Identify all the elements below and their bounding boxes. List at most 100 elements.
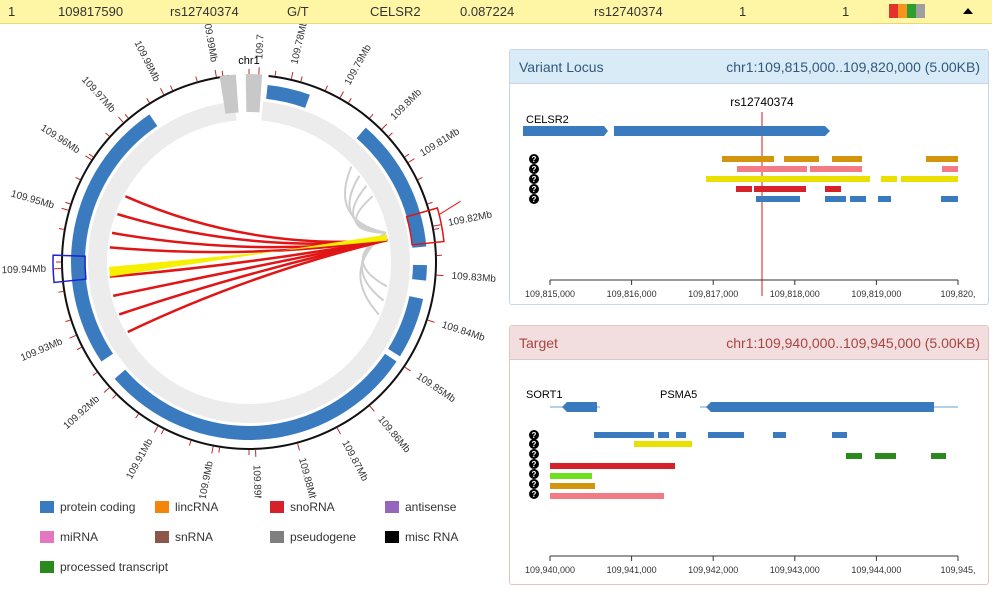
help-icon[interactable] xyxy=(529,489,539,499)
legend-swatch xyxy=(385,531,399,543)
target-selection-box[interactable] xyxy=(52,254,87,284)
variant-score: 0.087224 xyxy=(460,4,515,19)
help-icon[interactable] xyxy=(529,154,539,164)
help-icon[interactable] xyxy=(529,469,539,479)
help-icon[interactable] xyxy=(529,174,539,184)
help-icon[interactable] xyxy=(529,479,539,489)
variant-rsid: rs12740374 xyxy=(170,4,239,19)
gene-model-psma5[interactable] xyxy=(706,402,934,412)
gene-label-celsr2: CELSR2 xyxy=(526,114,569,126)
variant-summary-row[interactable]: 1 109817590 rs12740374 G/T CELSR2 0.0872… xyxy=(0,0,992,24)
linked-rsid: rs12740374 xyxy=(594,4,663,19)
interaction-arc-red[interactable] xyxy=(109,238,388,254)
track-feature[interactable] xyxy=(825,196,846,202)
legend-swatch xyxy=(40,561,54,573)
track-feature[interactable] xyxy=(901,176,958,182)
interaction-arc-red[interactable] xyxy=(127,238,388,334)
interaction-highlight[interactable] xyxy=(109,234,387,277)
track-feature[interactable] xyxy=(881,176,897,182)
tick-mark xyxy=(92,372,98,376)
track-feature[interactable] xyxy=(737,166,807,172)
track-feature[interactable] xyxy=(634,441,692,447)
caret-up-icon[interactable] xyxy=(962,4,974,18)
help-icon[interactable] xyxy=(529,449,539,459)
gene-model-sort1[interactable] xyxy=(562,402,597,412)
legend-swatch xyxy=(270,501,284,513)
track-feature[interactable] xyxy=(850,196,866,202)
gene-model-celsr2-exon1[interactable] xyxy=(523,126,608,136)
tick-label: 109.99Mb xyxy=(200,24,219,63)
gene-arc[interactable] xyxy=(266,84,310,108)
variant-alleles: G/T xyxy=(287,4,309,19)
tick-mark xyxy=(154,426,159,433)
axis-tick-label: 109,943,000 xyxy=(770,565,820,575)
track-feature[interactable] xyxy=(676,432,686,438)
gene-model-celsr2-exon2[interactable] xyxy=(614,126,830,136)
track-feature[interactable] xyxy=(550,473,592,479)
track-feature[interactable] xyxy=(942,166,958,172)
help-icon[interactable] xyxy=(529,194,539,204)
gene-arc[interactable] xyxy=(114,353,397,440)
interaction-arc-red[interactable] xyxy=(124,195,388,244)
tick-mark xyxy=(417,176,423,181)
tick-label: 109.93Mb xyxy=(19,336,65,364)
track-feature[interactable] xyxy=(846,453,862,459)
help-icon[interactable] xyxy=(529,164,539,174)
help-icon[interactable] xyxy=(529,439,539,449)
track-feature[interactable] xyxy=(658,432,669,438)
track-feature[interactable] xyxy=(875,453,896,459)
tick-mark xyxy=(69,334,77,339)
track-feature[interactable] xyxy=(832,156,862,162)
track-feature[interactable] xyxy=(708,432,744,438)
legend-swatch xyxy=(155,531,169,543)
help-icon-glyph: ? xyxy=(532,490,537,499)
tick-mark xyxy=(118,116,124,123)
track-feature[interactable] xyxy=(825,186,841,192)
snp-label: rs12740374 xyxy=(730,95,794,109)
count-b: 1 xyxy=(842,4,850,19)
tick-label: 109.97Mb xyxy=(79,74,117,115)
tick-mark xyxy=(195,76,198,82)
track-feature[interactable] xyxy=(941,196,958,202)
variant-locus-header[interactable]: Variant Locus chr1:109,815,000..109,820,… xyxy=(510,50,988,84)
track-feature[interactable] xyxy=(878,196,891,202)
track-feature[interactable] xyxy=(594,432,654,438)
track-feature[interactable] xyxy=(722,156,774,162)
track-feature[interactable] xyxy=(773,432,786,438)
track-feature[interactable] xyxy=(550,493,664,499)
variant-selection-box[interactable] xyxy=(405,207,445,246)
track-feature[interactable] xyxy=(931,453,946,459)
row-index: 1 xyxy=(8,4,16,19)
track-feature[interactable] xyxy=(736,186,752,192)
circos-plot: 109.94Mb 109.93Mb 109.92Mb 109.91Mb 109.9Mb 1… xyxy=(1,24,496,498)
tick-mark xyxy=(103,387,110,393)
tick-mark xyxy=(221,70,224,76)
tick-mark xyxy=(58,227,64,230)
tick-mark xyxy=(404,366,411,372)
tick-mark xyxy=(61,207,69,211)
track-feature[interactable] xyxy=(926,156,958,162)
track-feature[interactable] xyxy=(706,176,870,182)
track-feature[interactable] xyxy=(832,432,847,438)
track-feature[interactable] xyxy=(550,483,595,489)
gene-arc[interactable] xyxy=(412,264,427,281)
help-icon-glyph: ? xyxy=(532,195,537,204)
interaction-arc-gray[interactable] xyxy=(344,166,387,234)
track-feature[interactable] xyxy=(784,156,819,162)
tick-mark xyxy=(290,71,294,79)
tick-mark xyxy=(135,413,139,419)
variant-locus-title: Variant Locus xyxy=(519,59,604,75)
target-track: SORT1 PSMA5 ??????? 109,940,000 109,941,0… xyxy=(525,389,976,575)
help-icon[interactable] xyxy=(529,184,539,194)
track-feature[interactable] xyxy=(754,186,806,192)
gene-arc[interactable] xyxy=(356,127,427,248)
gene-arc[interactable] xyxy=(71,114,158,362)
help-icon[interactable] xyxy=(529,430,539,440)
track-feature[interactable] xyxy=(550,463,675,469)
track-feature[interactable] xyxy=(756,196,800,202)
help-icon[interactable] xyxy=(529,459,539,469)
track-feature[interactable] xyxy=(810,166,862,172)
gene-arc[interactable] xyxy=(388,296,424,357)
target-header[interactable]: Target chr1:109,940,000..109,945,000 (5.… xyxy=(510,326,988,360)
track-info-icons: ????? xyxy=(529,154,539,204)
